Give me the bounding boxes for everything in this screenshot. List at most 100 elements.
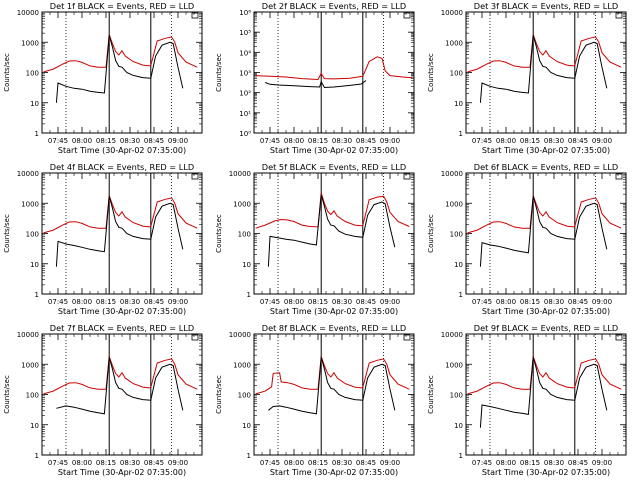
legend-box (191, 173, 199, 180)
y-tick-label: 1000 (233, 361, 251, 369)
x-tick-label: 07:45 (472, 298, 492, 306)
x-tick-label: 09:00 (380, 137, 400, 145)
detector-panel: Det 9f BLACK = Events, RED = LLD Counts/s… (427, 323, 627, 477)
y-tick-label: 10 (242, 261, 251, 269)
legend-box (615, 173, 623, 180)
x-tick-label: 07:45 (472, 137, 492, 145)
x-axis-label: Start Time (30-Apr-02 07:35:00) (482, 307, 610, 316)
detector-panel: Det 8f BLACK = Events, RED = LLD Counts/s… (215, 323, 415, 477)
x-tick-label: 09:00 (592, 137, 612, 145)
legend-box (615, 12, 623, 19)
x-tick-label: 08:15 (308, 459, 328, 467)
y-tick-label: 1000 (21, 200, 39, 208)
x-tick-label: 08:45 (356, 459, 376, 467)
panel-title: Det 4f BLACK = Events, RED = LLD (50, 162, 194, 172)
x-axis-label: Start Time (30-Apr-02 07:35:00) (58, 146, 186, 155)
detector-panel: Det 2f BLACK = Events, RED = LLD Counts/s… (215, 1, 415, 155)
events-series-line (479, 196, 608, 267)
y-tick-label: 1 (459, 452, 463, 460)
lld-series-line (467, 34, 622, 73)
y-tick-label: 10⁵ (239, 29, 251, 37)
x-tick-label: 08:45 (356, 298, 376, 306)
panel-title: Det 3f BLACK = Events, RED = LLD (474, 1, 618, 11)
x-tick-label: 08:30 (120, 298, 140, 306)
lld-series-line (255, 356, 410, 395)
x-tick-label: 09:00 (380, 459, 400, 467)
y-tick-label: 1000 (445, 200, 463, 208)
events-series-line (56, 357, 184, 415)
lld-series-line (43, 34, 198, 73)
y-tick-label: 1 (35, 130, 39, 138)
x-tick-label: 08:15 (520, 459, 540, 467)
y-tick-label: 100 (26, 392, 39, 400)
y-tick-label: 10³ (239, 70, 251, 78)
x-tick-label: 09:00 (168, 459, 188, 467)
panel-title: Det 2f BLACK = Events, RED = LLD (262, 1, 406, 11)
y-tick-label: 10 (30, 100, 39, 108)
lld-series-line (467, 356, 622, 395)
y-axis-label: Counts/sec (3, 53, 11, 92)
x-tick-label: 09:00 (592, 298, 612, 306)
y-tick-label: 1 (35, 452, 39, 460)
y-axis-label: Counts/sec (427, 214, 435, 253)
y-tick-label: 10 (30, 261, 39, 269)
y-axis-label: Counts/sec (3, 214, 11, 253)
detector-panel: Det 5f BLACK = Events, RED = LLD Counts/s… (215, 162, 415, 316)
x-tick-label: 08:15 (308, 298, 328, 306)
y-axis-label: Counts/sec (427, 375, 435, 414)
lld-series-line (43, 195, 198, 234)
y-tick-label: 100 (450, 231, 463, 239)
y-tick-label: 10 (454, 422, 463, 430)
y-tick-label: 1 (247, 452, 251, 460)
events-series-line (55, 196, 184, 267)
x-tick-label: 08:00 (284, 137, 304, 145)
x-tick-label: 07:45 (48, 459, 68, 467)
x-tick-label: 08:30 (544, 298, 564, 306)
detector-panel: Det 3f BLACK = Events, RED = LLD Counts/s… (427, 1, 627, 155)
x-tick-label: 07:45 (48, 137, 68, 145)
y-tick-label: 10000 (17, 9, 39, 17)
legend-box (615, 334, 623, 341)
x-tick-label: 08:15 (96, 298, 116, 306)
y-axis-label: Counts/sec (215, 53, 223, 92)
x-tick-label: 08:00 (496, 459, 516, 467)
lld-series-line (255, 192, 410, 229)
lld-series-line (467, 195, 622, 234)
events-series-line (268, 357, 396, 415)
legend-box (191, 334, 199, 341)
x-tick-label: 08:30 (120, 137, 140, 145)
events-series-line (479, 357, 608, 428)
panel-title: Det 1f BLACK = Events, RED = LLD (50, 1, 194, 11)
x-axis-label: Start Time (30-Apr-02 07:35:00) (482, 146, 610, 155)
events-series-line (55, 35, 184, 103)
x-tick-label: 08:30 (332, 298, 352, 306)
y-tick-label: 10¹ (239, 110, 251, 118)
detector-panel: Det 4f BLACK = Events, RED = LLD Counts/s… (3, 162, 203, 316)
panel-title: Det 5f BLACK = Events, RED = LLD (262, 162, 406, 172)
x-tick-label: 08:30 (332, 137, 352, 145)
x-tick-label: 08:00 (72, 298, 92, 306)
x-tick-label: 09:00 (380, 298, 400, 306)
y-tick-label: 100 (238, 231, 251, 239)
y-tick-label: 10 (454, 100, 463, 108)
x-axis-label: Start Time (30-Apr-02 07:35:00) (58, 468, 186, 477)
detector-panel: Det 7f BLACK = Events, RED = LLD Counts/s… (3, 323, 203, 477)
y-tick-label: 1000 (233, 200, 251, 208)
x-tick-label: 07:45 (260, 137, 280, 145)
y-tick-label: 10000 (229, 331, 251, 339)
y-tick-label: 10 (30, 422, 39, 430)
x-tick-label: 08:30 (544, 459, 564, 467)
y-tick-label: 1000 (445, 361, 463, 369)
panel-title: Det 7f BLACK = Events, RED = LLD (50, 323, 194, 333)
x-tick-label: 09:00 (592, 459, 612, 467)
x-tick-label: 08:45 (568, 137, 588, 145)
x-tick-label: 08:45 (568, 459, 588, 467)
x-tick-label: 08:45 (356, 137, 376, 145)
y-tick-label: 10 (242, 422, 251, 430)
x-axis-label: Start Time (30-Apr-02 07:35:00) (482, 468, 610, 477)
x-tick-label: 07:45 (260, 459, 280, 467)
x-tick-label: 08:15 (520, 298, 540, 306)
x-tick-label: 08:00 (496, 298, 516, 306)
x-tick-label: 08:00 (72, 137, 92, 145)
x-tick-label: 07:45 (260, 298, 280, 306)
